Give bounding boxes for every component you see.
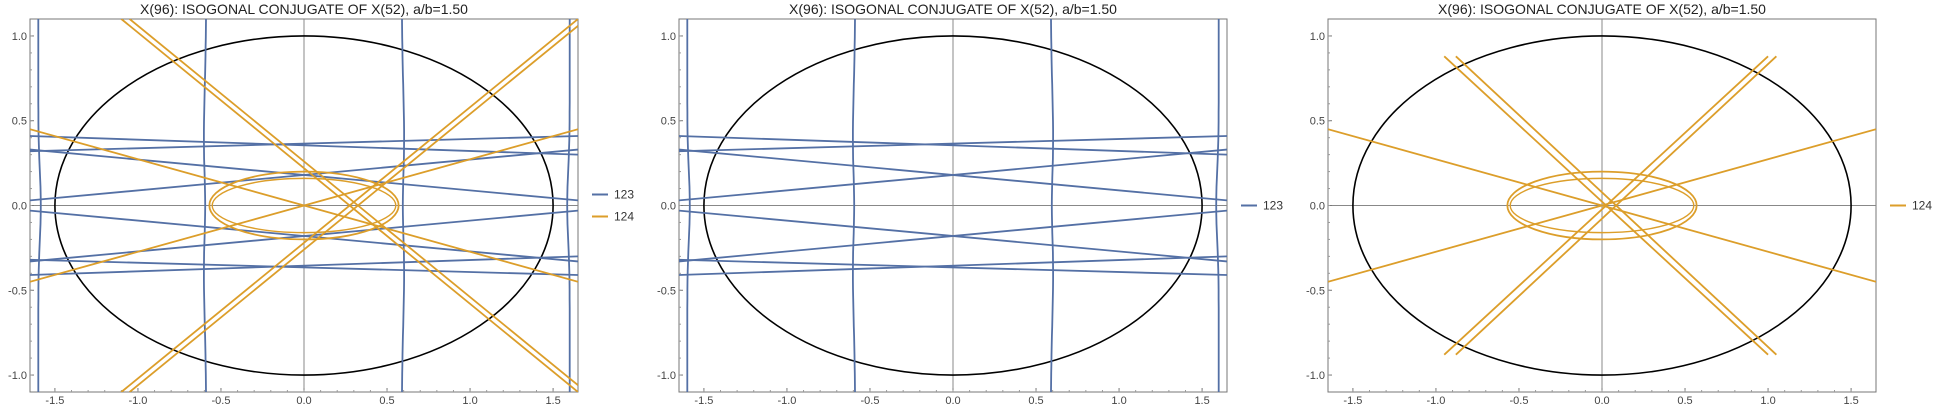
series-124-inner-ellipse (1506, 170, 1698, 241)
series-123-line (679, 135, 1227, 156)
y-tick-label: 0.0 (12, 201, 27, 213)
chart-title: X(96): ISOGONAL CONJUGATE OF X(52), a/b=… (789, 1, 1117, 17)
chart-svg-1: X(96): ISOGONAL CONJUGATE OF X(52), a/b=… (8, 1, 634, 407)
x-tick-label: -1.5 (694, 395, 713, 406)
series-124-line (1443, 55, 1769, 356)
x-tick-label: 1.0 (462, 395, 477, 406)
series-124-inner-ellipse-2 (211, 177, 397, 234)
plot-area (679, 19, 1227, 392)
series-123-line (30, 209, 578, 263)
x-tick-label: -0.5 (211, 395, 230, 406)
x-tick-label: 1.0 (1111, 395, 1126, 406)
y-tick-label: 0.5 (1310, 116, 1325, 128)
x-tick-label: 0.5 (1677, 395, 1692, 406)
x-tick-label: 0.0 (945, 395, 960, 406)
series-123-line (679, 148, 1227, 202)
x-tick-label: 0.0 (1594, 395, 1609, 406)
legend-label-123: 123 (1263, 199, 1283, 213)
x-tick-label: 1.5 (545, 395, 560, 406)
x-tick-label: -0.5 (860, 395, 879, 406)
y-tick-label: 1.0 (1310, 31, 1325, 43)
series-123-curve (566, 19, 571, 392)
series-124-line (120, 19, 578, 392)
legend-label-124: 124 (614, 210, 634, 224)
x-tick-label: 1.0 (1760, 395, 1775, 406)
series-124-inner-ellipse-2 (1509, 177, 1695, 234)
series-123-line (30, 255, 578, 276)
series-124-line (1455, 55, 1777, 356)
y-tick-label: 0.0 (1310, 201, 1325, 213)
x-tick-label: -1.5 (1343, 395, 1362, 406)
series-123-line (30, 148, 578, 202)
series-123-curve (1050, 19, 1054, 392)
x-tick-label: -1.5 (45, 395, 64, 406)
series-123-line (30, 135, 578, 156)
y-tick-label: -1.0 (1306, 370, 1325, 382)
series-124-inner-ellipse (208, 170, 400, 241)
y-tick-label: 0.5 (661, 116, 676, 128)
series-123-curve (852, 19, 856, 392)
legend-label-123: 123 (614, 188, 634, 202)
x-tick-label: -1.0 (128, 395, 147, 406)
x-tick-label: 1.5 (1843, 395, 1858, 406)
plot-area (1328, 35, 1876, 376)
series-123-line (679, 135, 1227, 153)
series-123-line (679, 209, 1227, 263)
series-123-curve (401, 19, 405, 392)
y-tick-label: 0.0 (661, 201, 676, 213)
circumellipse (1352, 35, 1852, 376)
series-123-line (679, 255, 1227, 276)
series-123-curve (37, 19, 42, 392)
series-123-line (30, 135, 578, 153)
x-tick-label: 1.5 (1194, 395, 1209, 406)
y-tick-label: 1.0 (12, 31, 27, 43)
circumellipse (703, 35, 1203, 376)
x-tick-label: -1.0 (777, 395, 796, 406)
y-tick-label: 0.5 (12, 116, 27, 128)
x-tick-label: 0.5 (1028, 395, 1043, 406)
chart-svg-2: X(96): ISOGONAL CONJUGATE OF X(52), a/b=… (657, 1, 1283, 407)
chart-svg-3: X(96): ISOGONAL CONJUGATE OF X(52), a/b=… (1306, 1, 1932, 407)
y-tick-label: -0.5 (657, 285, 676, 297)
chart-panel-3: X(96): ISOGONAL CONJUGATE OF X(52), a/b=… (1298, 0, 1947, 407)
series-123-curve (686, 19, 691, 392)
series-124 (30, 19, 578, 392)
x-tick-label: -0.5 (1509, 395, 1528, 406)
series-123 (679, 19, 1227, 392)
chart-title: X(96): ISOGONAL CONJUGATE OF X(52), a/b=… (140, 1, 468, 17)
plot-area (30, 19, 578, 392)
series-123-line (679, 258, 1227, 276)
chart-panel-1: X(96): ISOGONAL CONJUGATE OF X(52), a/b=… (0, 0, 649, 407)
y-tick-label: 1.0 (661, 31, 676, 43)
y-tick-label: -1.0 (8, 370, 27, 382)
y-tick-label: -0.5 (1306, 285, 1325, 297)
series-123-curve (1215, 19, 1220, 392)
circumellipse (54, 35, 554, 376)
legend-label-124: 124 (1912, 199, 1932, 213)
series-124-line (1328, 128, 1876, 283)
y-tick-label: -0.5 (8, 285, 27, 297)
series-124-line (30, 128, 578, 283)
series-124-line (129, 19, 578, 386)
series-123 (30, 19, 578, 392)
x-tick-label: -1.0 (1426, 395, 1445, 406)
y-tick-label: -1.0 (657, 370, 676, 382)
x-tick-label: 0.5 (379, 395, 394, 406)
series-123-line (30, 258, 578, 276)
x-tick-label: 0.0 (296, 395, 311, 406)
chart-title: X(96): ISOGONAL CONJUGATE OF X(52), a/b=… (1438, 1, 1766, 17)
chart-panel-2: X(96): ISOGONAL CONJUGATE OF X(52), a/b=… (649, 0, 1298, 407)
series-124 (1328, 55, 1876, 356)
